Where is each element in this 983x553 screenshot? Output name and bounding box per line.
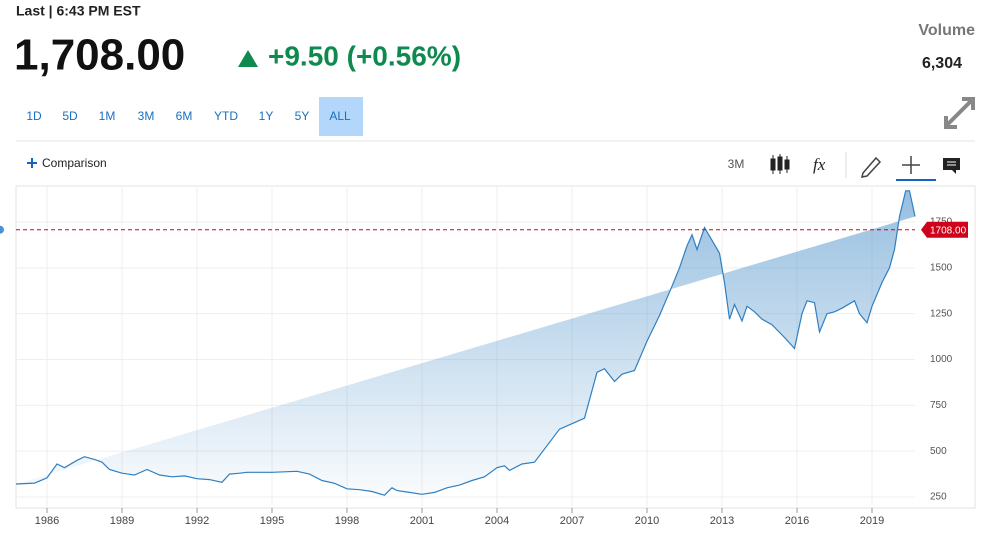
comment-icon[interactable] [943, 158, 960, 174]
volume-label: Volume [918, 22, 975, 39]
area-fill [16, 190, 915, 496]
chart: 2505007501000125015001750198619891992199… [0, 187, 968, 527]
up-arrow [238, 50, 258, 67]
reference-label: 1708.00 [930, 225, 967, 236]
candle-icon[interactable] [770, 154, 790, 174]
interval[interactable]: 3M [728, 157, 745, 171]
x-tick-label: 2019 [860, 515, 884, 527]
range-button[interactable]: 3M [138, 109, 155, 123]
x-tick-label: 1998 [335, 515, 359, 527]
x-tick-label: 2013 [710, 515, 734, 527]
x-tick-label: 2004 [485, 515, 509, 527]
range-button[interactable]: 6M [176, 109, 193, 123]
x-tick-label: 2007 [560, 515, 584, 527]
comment-lines [947, 161, 956, 166]
y-tick-label: 500 [930, 446, 947, 457]
x-tick-label: 1986 [35, 515, 59, 527]
range-button[interactable]: ALL [329, 109, 351, 123]
range-button[interactable]: 1Y [259, 109, 274, 123]
range-button[interactable]: 5D [62, 109, 78, 123]
x-tick-label: 2001 [410, 515, 434, 527]
chart-frame [15, 185, 976, 509]
y-tick-label: 250 [930, 492, 947, 503]
range-buttons: 1D 5D 1M 3M 6M YTD 1Y 5Y ALL [26, 97, 363, 136]
x-tick-label: 1992 [185, 515, 209, 527]
range-active-bg [319, 97, 363, 136]
crosshair-icon[interactable] [902, 156, 920, 174]
change: +9.50 (+0.56%) [268, 40, 461, 71]
range-button[interactable]: 5Y [295, 109, 310, 123]
price-line [15, 190, 916, 496]
x-tick-label: 2016 [785, 515, 809, 527]
fx-icon[interactable]: fx [813, 155, 826, 174]
x-tick-label: 1995 [260, 515, 284, 527]
reference-tag [921, 221, 968, 238]
draw-icon[interactable] [860, 156, 882, 178]
expand-icon[interactable] [944, 97, 975, 129]
range-button[interactable]: 1M [99, 109, 116, 123]
x-tick-label: 2010 [635, 515, 659, 527]
price: 1,708.00 [14, 31, 185, 80]
y-tick-label: 1000 [930, 354, 953, 365]
comparison[interactable]: Comparison [42, 156, 107, 170]
y-tick-label: 750 [930, 400, 947, 411]
y-tick-label: 1250 [930, 308, 953, 319]
plus-icon[interactable] [27, 158, 37, 168]
last-label: Last | 6:43 PM EST [16, 3, 141, 19]
last-point [0, 225, 4, 234]
range-button[interactable]: 1D [26, 109, 42, 123]
x-tick-label: 1989 [110, 515, 134, 527]
range-button[interactable]: YTD [214, 109, 238, 123]
volume: 6,304 [922, 55, 962, 72]
y-tick-label: 1500 [930, 262, 953, 273]
